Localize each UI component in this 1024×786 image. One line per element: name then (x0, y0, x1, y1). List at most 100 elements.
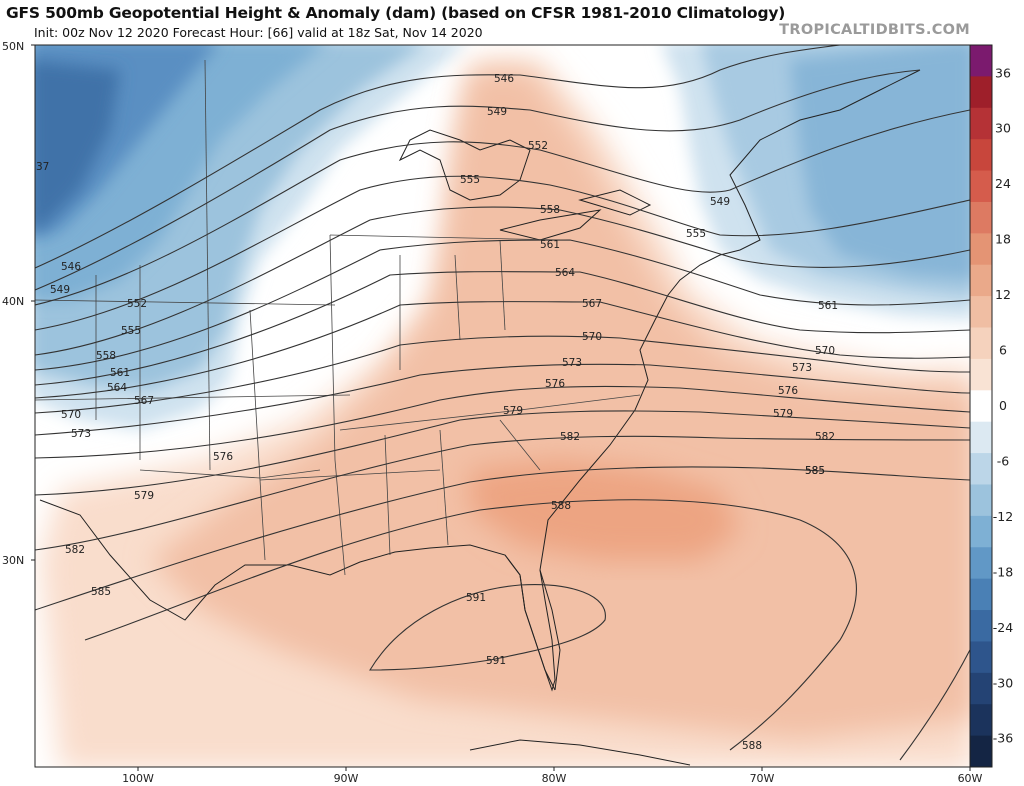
negative-anomaly-east-mid (790, 45, 970, 280)
colorbar-tick-label: 24 (995, 176, 1011, 191)
colorbar-tick-label: 12 (995, 287, 1011, 302)
contour-label: 37 (36, 161, 49, 173)
contour-label: 561 (110, 367, 130, 379)
lon-label-80w: 80W (542, 772, 567, 785)
contour-label: 579 (503, 405, 523, 417)
contour-label: 582 (65, 544, 85, 556)
colorbar-tick-label: 36 (995, 65, 1011, 80)
colorbar-segment (970, 453, 992, 485)
colorbar-segment (970, 515, 992, 548)
contour-label: 549 (50, 284, 70, 296)
colorbar-tick-label: 0 (999, 398, 1007, 413)
colorbar-segment (970, 139, 992, 172)
contour-label: 585 (805, 465, 825, 477)
lon-label-60w: 60W (958, 772, 983, 785)
contour-label: 555 (460, 174, 480, 186)
contour-576 (35, 385, 970, 459)
contour-label: 579 (773, 408, 793, 420)
colorbar-tick-label: -18 (993, 564, 1013, 579)
colorbar-segment (970, 610, 992, 642)
contour-label: 558 (540, 204, 560, 216)
colorbar-segment (970, 201, 992, 234)
contour-label: 552 (127, 298, 147, 310)
colorbar-segment (970, 170, 992, 203)
colorbar-segment (970, 672, 992, 705)
colorbar-tick-label: 18 (995, 232, 1011, 247)
contour-564 (35, 271, 970, 386)
colorbar-segment (970, 296, 992, 329)
contour-552 (35, 109, 970, 306)
contour-549 (35, 69, 921, 291)
contour-label: 576 (213, 451, 233, 463)
longitude-axis: 100W 90W 80W 70W 60W (122, 767, 983, 785)
contour-label: 567 (582, 298, 602, 310)
lon-label-70w: 70W (750, 772, 775, 785)
contour-582 (35, 435, 970, 551)
contour-570 (35, 335, 970, 414)
contour-label: 555 (121, 325, 141, 337)
contour-label: 546 (494, 73, 514, 85)
colorbar-segment (970, 547, 992, 580)
contour-555 (35, 175, 970, 331)
colorbar-segment (970, 107, 992, 140)
contour-label: 558 (96, 350, 116, 362)
height-contours (35, 45, 970, 761)
colorbar-segment (970, 484, 992, 517)
colorbar-segment (970, 76, 992, 109)
colorbar-tick-label: -24 (993, 620, 1013, 635)
colorbar-segment (970, 390, 992, 423)
init-line: Init: 00z Nov 12 2020 Forecast Hour: [66… (34, 25, 483, 40)
contour-label: 549 (487, 106, 507, 118)
contour-label: 591 (466, 592, 486, 604)
contour-label: 591 (486, 655, 506, 667)
lat-label-50n: 50N (2, 40, 24, 53)
contour-label: 573 (562, 357, 582, 369)
colorbar-segment (970, 641, 992, 674)
anomaly-colorbar (969, 44, 993, 768)
contour-label: 549 (710, 196, 730, 208)
colorbar-segment (970, 233, 992, 266)
contour-567 (35, 301, 970, 399)
colorbar-segment (970, 45, 992, 77)
contour-585 (35, 466, 970, 611)
florida-outline (504, 554, 556, 692)
colorbar-segment (970, 704, 992, 737)
contour-label: 576 (778, 385, 798, 397)
contour-labels: 546 549 552 555 558 561 564 567 570 573 … (36, 73, 838, 752)
map-panel: 546 549 552 555 558 561 564 567 570 573 … (35, 45, 970, 767)
lat-label-40n: 40N (2, 295, 24, 308)
contour-label: 573 (71, 428, 91, 440)
contour-label: 588 (742, 740, 762, 752)
latitude-axis: 50N 40N 30N (2, 40, 35, 567)
colorbar-tick-label: -6 (997, 453, 1010, 468)
contour-label: 570 (815, 345, 835, 357)
colorbar-segment (970, 264, 992, 297)
contour-label: 585 (805, 465, 825, 477)
contour-label: 561 (818, 300, 838, 312)
colorbar-segment (970, 358, 992, 391)
colorbar-tick-label: -30 (993, 675, 1013, 690)
colorbar-frame (969, 44, 993, 768)
contour-546 (35, 45, 841, 269)
lon-label-100w: 100W (122, 772, 154, 785)
contour-591 (369, 584, 606, 671)
anomaly-shading (35, 45, 970, 767)
colorbar-tick-label: -12 (993, 509, 1013, 524)
contour-label: 588 (551, 500, 571, 512)
colorbar-ticks: 36 30 24 18 12 6 0 -6 -12 -18 -24 -30 -36 (993, 65, 1013, 745)
contour-label: 576 (545, 378, 565, 390)
positive-anomaly-strong (470, 460, 740, 560)
contour-label: 564 (555, 267, 575, 279)
contour-558 (35, 206, 970, 356)
contour-573 (35, 363, 970, 436)
brand-watermark: TROPICALTIDBITS.COM (779, 22, 970, 38)
contour-label: 582 (560, 431, 580, 443)
lon-label-90w: 90W (334, 772, 359, 785)
contour-label: 567 (134, 395, 154, 407)
map-title: GFS 500mb Geopotential Height & Anomaly … (6, 4, 786, 22)
colorbar-tick-label: -36 (993, 731, 1013, 746)
contour-label: 582 (815, 431, 835, 443)
contour-label: 573 (792, 362, 812, 374)
colorbar-segment (970, 578, 992, 611)
